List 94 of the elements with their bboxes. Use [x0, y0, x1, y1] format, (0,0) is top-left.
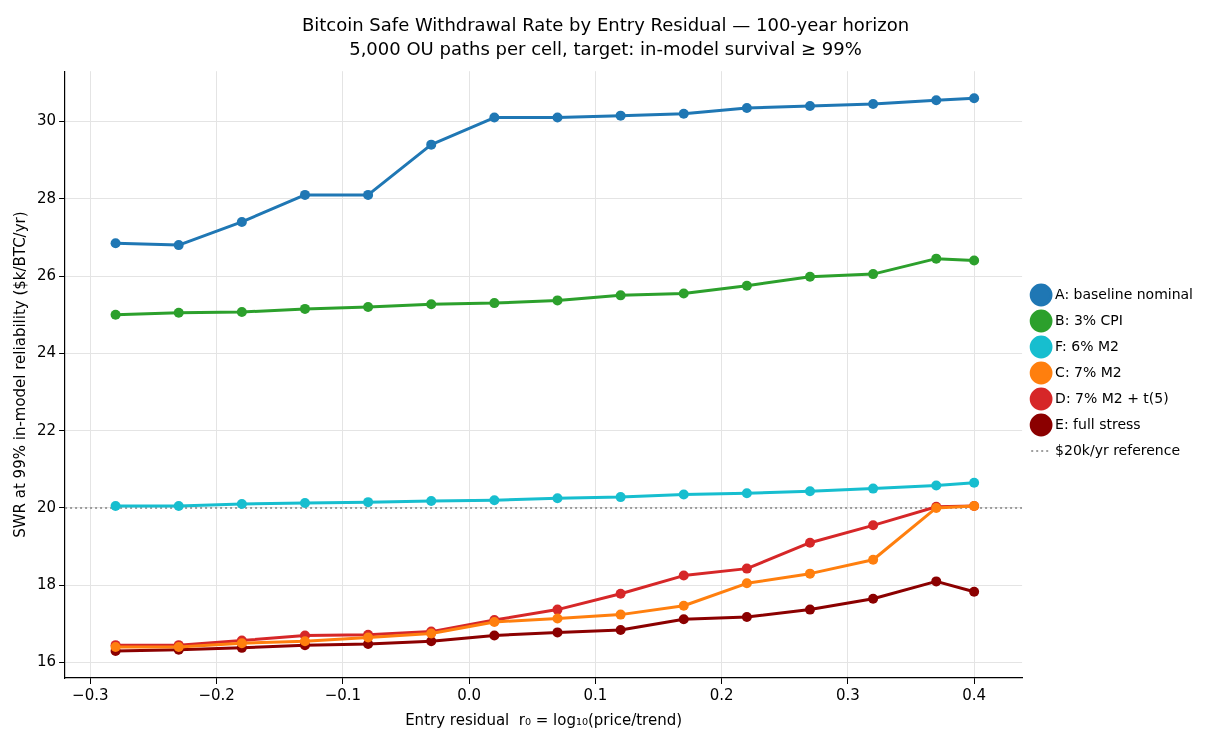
point: [299, 189, 310, 200]
point: [173, 501, 184, 512]
legend-label: E: full stress: [1055, 415, 1141, 432]
point: [931, 480, 942, 491]
x-tick-label: 0.1: [583, 685, 608, 704]
legend-label: D: 7% M2 + t(5): [1055, 389, 1169, 406]
point: [868, 520, 879, 531]
point: [615, 588, 626, 599]
point: [299, 303, 310, 314]
point: [363, 189, 374, 200]
legend-label: A: baseline nominal: [1055, 285, 1194, 302]
point: [173, 307, 184, 318]
point: [678, 614, 689, 625]
point: [110, 501, 121, 512]
y-tick-label: 16: [36, 652, 57, 671]
point: [678, 570, 689, 581]
point: [615, 609, 626, 620]
point: [299, 636, 310, 647]
point: [426, 139, 437, 150]
point: [552, 627, 563, 638]
y-tick-label: 24: [36, 343, 57, 362]
point: [110, 238, 121, 249]
y-tick-label: 22: [36, 420, 57, 439]
point: [741, 488, 752, 499]
point: [805, 100, 815, 111]
point: [552, 112, 563, 123]
point: [805, 486, 815, 497]
y-tick-label: 28: [36, 188, 57, 207]
point: [969, 255, 980, 266]
point: [741, 563, 752, 574]
legend-label: F: 6% M2: [1055, 337, 1119, 354]
point: [868, 554, 879, 565]
point: [236, 216, 247, 227]
x-tick-label: 0.3: [835, 685, 860, 704]
point: [489, 630, 500, 641]
point: [805, 604, 815, 615]
point: [678, 489, 689, 500]
point: [426, 495, 437, 506]
point: [931, 253, 942, 264]
legend-label: $20k/yr reference: [1055, 441, 1180, 458]
point: [552, 604, 563, 615]
point: [969, 586, 980, 597]
point: [805, 568, 815, 579]
point: [678, 108, 689, 119]
point: [363, 497, 374, 508]
point: [236, 499, 247, 510]
x-tick-label: −0.1: [324, 685, 362, 704]
x-tick-label: 0.4: [962, 685, 987, 704]
point: [615, 110, 626, 121]
point: [969, 477, 980, 488]
point: [868, 593, 879, 604]
x-axis-title: Entry residual r₀ = log₁₀(price/trend): [405, 710, 683, 729]
x-tick-label: −0.2: [198, 685, 235, 704]
point: [489, 112, 500, 123]
point: [552, 493, 563, 504]
point: [741, 611, 752, 622]
point: [299, 497, 310, 508]
point: [741, 578, 752, 589]
point: [552, 295, 563, 306]
point: [615, 290, 626, 301]
point: [615, 625, 626, 636]
point: [931, 95, 942, 106]
x-tick-label: 0.2: [709, 685, 734, 704]
point: [552, 613, 563, 624]
point: [236, 306, 247, 317]
point: [969, 93, 980, 104]
chart-subtitle: 5,000 OU paths per cell, target: in-model survival ≥ 99%: [349, 38, 862, 60]
point: [805, 271, 815, 282]
legend-label: B: 3% CPI: [1055, 311, 1123, 328]
point: [868, 269, 879, 280]
point: [868, 99, 879, 110]
point: [489, 298, 500, 309]
point: [868, 483, 879, 494]
point: [173, 240, 184, 251]
y-tick-label: 30: [36, 111, 57, 130]
point: [615, 492, 626, 503]
y-tick-label: 20: [36, 497, 57, 516]
point: [741, 102, 752, 113]
point: [678, 600, 689, 611]
x-tick-label: 0.0: [457, 685, 482, 704]
point: [489, 495, 500, 506]
legend-label: C: 7% M2: [1055, 363, 1122, 380]
point: [741, 280, 752, 291]
point: [363, 301, 374, 312]
x-tick-label: −0.3: [72, 685, 109, 704]
point: [678, 288, 689, 299]
chart-title: Bitcoin Safe Withdrawal Rate by Entry Residual — 100-year horizon: [301, 14, 910, 36]
point: [426, 299, 437, 310]
point: [110, 309, 121, 320]
y-tick-label: 18: [36, 575, 57, 594]
point: [805, 537, 815, 548]
y-tick-label: 26: [36, 265, 57, 284]
y-axis-title: SWR at 99% in-model reliability ($k/BTC/yr): [10, 211, 29, 538]
point: [931, 576, 942, 587]
